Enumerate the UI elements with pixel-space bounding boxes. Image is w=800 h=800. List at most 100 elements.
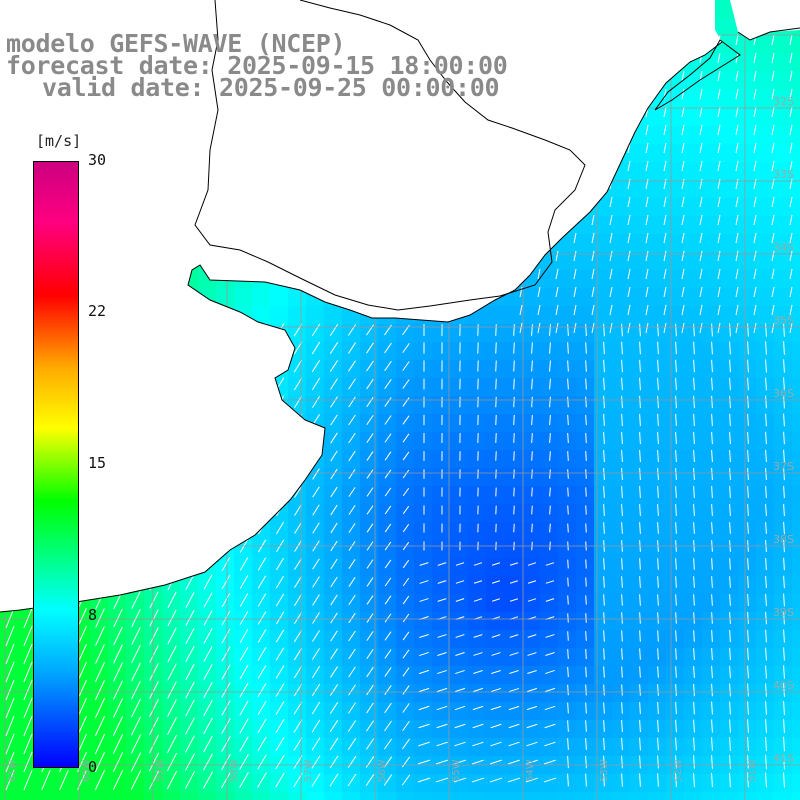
wind-arrow	[567, 505, 569, 515]
wind-arrow	[221, 735, 231, 753]
wind-arrow	[717, 232, 721, 244]
wind-arrow	[167, 681, 177, 699]
field-cell	[756, 72, 774, 90]
wind-arrow	[603, 431, 605, 445]
wind-arrow	[627, 304, 631, 316]
wind-arrow	[789, 286, 793, 298]
wind-arrow	[729, 629, 731, 643]
wind-arrow	[693, 719, 695, 733]
field-cell	[630, 522, 648, 540]
field-cell	[738, 594, 756, 612]
wind-arrow	[293, 323, 303, 337]
field-cell	[234, 630, 252, 648]
field-cell	[324, 792, 342, 800]
field-cell	[774, 378, 792, 396]
wind-arrow	[585, 396, 587, 408]
wind-arrow	[348, 468, 356, 480]
wind-arrow	[621, 612, 623, 624]
wind-arrow	[436, 759, 448, 765]
field-cell	[450, 702, 468, 720]
field-cell	[774, 234, 792, 252]
field-cell	[504, 702, 522, 720]
field-cell	[522, 378, 540, 396]
wind-arrow	[23, 769, 33, 791]
field-cell	[486, 720, 504, 738]
wind-arrow	[699, 106, 703, 118]
lat-label: 35S	[773, 314, 794, 327]
field-cell	[234, 774, 252, 792]
wind-arrow	[693, 755, 695, 769]
wind-arrow	[675, 486, 677, 498]
wind-arrow	[585, 738, 587, 750]
field-cell	[504, 666, 522, 684]
wind-arrow	[675, 449, 677, 463]
field-cell	[702, 648, 720, 666]
field-cell	[738, 288, 756, 306]
field-cell	[252, 702, 270, 720]
field-cell	[306, 504, 324, 522]
field-cell	[486, 540, 504, 558]
field-cell	[378, 360, 396, 378]
field-cell	[612, 234, 630, 252]
field-cell	[720, 162, 738, 180]
wind-arrow	[275, 557, 285, 571]
wind-arrow	[645, 232, 649, 244]
field-cell	[756, 144, 774, 162]
field-cell	[756, 288, 774, 306]
wind-arrow	[573, 268, 577, 280]
field-cell	[270, 684, 288, 702]
wind-arrow	[639, 341, 641, 355]
field-cell	[756, 612, 774, 630]
wind-arrow	[526, 759, 538, 765]
field-cell	[270, 666, 288, 684]
field-cell	[630, 180, 648, 198]
field-cell	[684, 378, 702, 396]
wind-arrow	[603, 755, 605, 769]
wind-arrow	[783, 611, 785, 625]
field-cell	[414, 612, 432, 630]
wind-arrow	[167, 699, 177, 717]
wind-arrow	[567, 432, 569, 444]
wind-arrow	[735, 142, 739, 154]
field-cell	[720, 486, 738, 504]
wind-arrow	[384, 397, 392, 407]
field-cell	[630, 288, 648, 306]
field-cell	[504, 450, 522, 468]
wind-arrow	[675, 684, 677, 696]
field-cell	[774, 54, 792, 72]
wind-arrow	[783, 359, 785, 373]
field-cell	[216, 774, 234, 792]
wind-arrow	[384, 559, 392, 569]
field-cell	[540, 540, 558, 558]
wind-arrow	[747, 772, 749, 788]
wind-arrow	[789, 304, 793, 316]
field-cell	[630, 738, 648, 756]
field-cell	[720, 630, 738, 648]
wind-arrow	[455, 669, 465, 675]
field-cell	[684, 450, 702, 468]
wind-arrow	[585, 342, 587, 354]
field-cell	[702, 126, 720, 144]
field-cell	[198, 720, 216, 738]
wind-arrow	[783, 683, 785, 697]
wind-arrow	[567, 720, 569, 732]
field-cell	[252, 792, 270, 800]
wind-arrow	[257, 682, 267, 698]
field-cell	[702, 432, 720, 450]
field-cell	[486, 774, 504, 792]
wind-arrow	[472, 759, 484, 765]
wind-arrow	[585, 773, 587, 787]
lon-label: 54W	[525, 759, 536, 782]
wind-arrow	[203, 592, 213, 608]
wind-arrow	[585, 702, 587, 714]
field-cell	[792, 576, 800, 594]
wind-arrow	[735, 34, 739, 46]
field-cell	[216, 612, 234, 630]
field-cell	[612, 414, 630, 432]
field-cell	[576, 378, 594, 396]
wind-arrow	[753, 196, 757, 208]
wind-arrow	[347, 755, 357, 769]
field-cell	[396, 630, 414, 648]
wind-arrow	[329, 737, 339, 751]
wind-arrow	[621, 666, 623, 678]
